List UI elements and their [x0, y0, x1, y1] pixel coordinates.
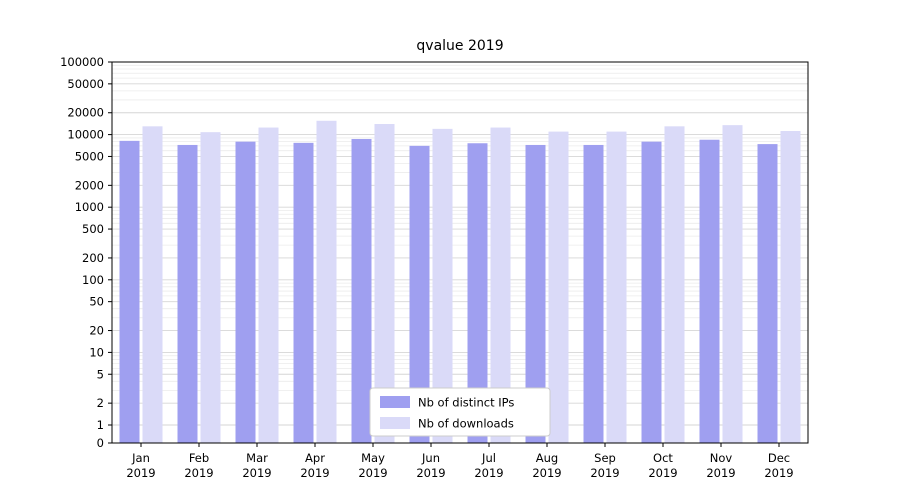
- x-tick-label-month: Mar: [246, 451, 268, 465]
- chart-title: qvalue 2019: [416, 38, 503, 54]
- bar-distinct-ips-may: [351, 138, 372, 443]
- y-tick-label: 100: [82, 273, 104, 287]
- y-tick-label: 20000: [67, 106, 104, 120]
- x-tick-label-month: Jul: [481, 451, 496, 465]
- legend-swatch-downloads: [380, 417, 410, 429]
- bar-downloads-jun: [432, 128, 453, 443]
- bar-downloads-apr: [316, 120, 337, 443]
- y-tick-label: 10000: [67, 128, 104, 142]
- bar-distinct-ips-feb: [177, 144, 198, 444]
- y-tick-label: 200: [82, 251, 104, 265]
- bar-distinct-ips-jan: [119, 140, 140, 443]
- legend-label-distinct-ips: Nb of distinct IPs: [418, 396, 514, 410]
- x-tick-label-month: Nov: [710, 451, 733, 465]
- bar-distinct-ips-jul: [467, 143, 488, 443]
- y-tick-label: 1000: [75, 200, 104, 214]
- x-tick-label-year: 2019: [648, 466, 677, 480]
- x-tick-label-month: Sep: [594, 451, 616, 465]
- bar-downloads-oct: [664, 126, 685, 444]
- bar-downloads-sep: [606, 131, 627, 443]
- x-tick-label-year: 2019: [416, 466, 445, 480]
- x-tick-label-year: 2019: [764, 466, 793, 480]
- bar-downloads-jan: [142, 126, 163, 444]
- y-tick-label: 500: [82, 222, 104, 236]
- x-tick-label-month: Jan: [131, 451, 150, 465]
- x-tick-label-year: 2019: [590, 466, 619, 480]
- bar-distinct-ips-nov: [699, 139, 720, 443]
- bar-distinct-ips-mar: [235, 141, 256, 443]
- bar-downloads-feb: [200, 132, 221, 443]
- x-tick-label-month: Feb: [189, 451, 209, 465]
- y-tick-label: 1: [97, 418, 104, 432]
- x-tick-label-year: 2019: [126, 466, 155, 480]
- y-tick-label: 50: [89, 295, 104, 309]
- bar-downloads-jul: [490, 127, 511, 443]
- bar-distinct-ips-aug: [525, 144, 546, 444]
- bar-downloads-aug: [548, 131, 569, 443]
- x-tick-label-year: 2019: [242, 466, 271, 480]
- x-tick-label-month: Jun: [421, 451, 440, 465]
- plot-border: [111, 61, 809, 444]
- x-tick-label-year: 2019: [300, 466, 329, 480]
- x-tick-label-year: 2019: [706, 466, 735, 480]
- y-tick-label: 2: [97, 396, 104, 410]
- bar-distinct-ips-dec: [757, 144, 778, 443]
- bar-downloads-nov: [722, 125, 743, 444]
- legend-swatch-distinct-ips: [380, 396, 410, 408]
- bar-distinct-ips-oct: [641, 141, 662, 443]
- x-tick-label-year: 2019: [532, 466, 561, 480]
- legend-box: [369, 387, 551, 437]
- bar-downloads-mar: [258, 127, 279, 443]
- y-tick-label: 0: [97, 436, 104, 450]
- x-tick-label-year: 2019: [184, 466, 213, 480]
- x-tick-label-year: 2019: [474, 466, 503, 480]
- bar-distinct-ips-apr: [293, 142, 314, 444]
- bar-distinct-ips-jun: [409, 145, 430, 443]
- bar-downloads-dec: [780, 131, 801, 443]
- x-tick-label-year: 2019: [358, 466, 387, 480]
- x-tick-label-month: Aug: [536, 451, 558, 465]
- x-tick-label-month: Dec: [768, 451, 790, 465]
- y-tick-label: 2000: [75, 178, 104, 192]
- x-tick-label-month: Apr: [305, 451, 325, 465]
- y-tick-label: 100000: [60, 55, 104, 69]
- legend-label-downloads: Nb of downloads: [418, 417, 514, 431]
- y-tick-label: 20: [89, 324, 104, 338]
- bar-distinct-ips-sep: [583, 144, 604, 444]
- y-tick-label: 50000: [67, 77, 104, 91]
- bar-downloads-may: [374, 123, 395, 444]
- x-tick-label-month: Oct: [653, 451, 673, 465]
- y-tick-label: 5000: [75, 149, 104, 163]
- y-tick-label: 10: [89, 345, 104, 359]
- y-tick-label: 5: [97, 367, 104, 381]
- x-tick-label-month: May: [361, 451, 385, 465]
